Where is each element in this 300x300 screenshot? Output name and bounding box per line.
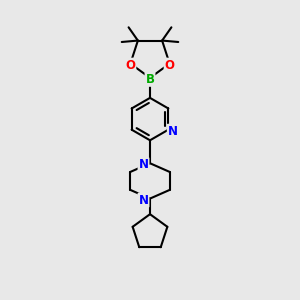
Text: N: N bbox=[139, 194, 148, 207]
Text: O: O bbox=[165, 58, 175, 72]
Text: B: B bbox=[146, 73, 154, 86]
Text: N: N bbox=[168, 125, 178, 138]
Text: N: N bbox=[139, 158, 148, 171]
Text: O: O bbox=[125, 58, 135, 72]
